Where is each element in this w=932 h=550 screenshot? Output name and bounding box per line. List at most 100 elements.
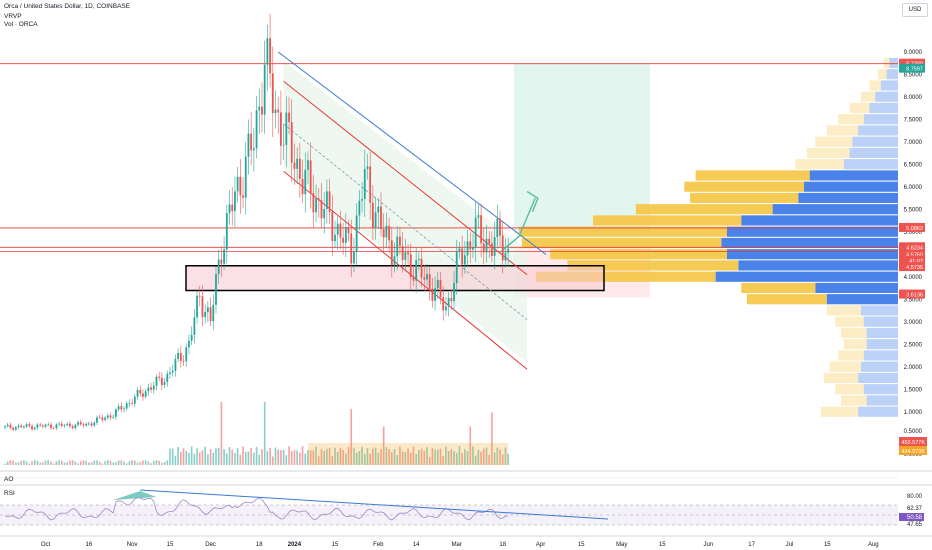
price-candle (450, 289, 453, 310)
volume-bar (372, 448, 374, 465)
price-candle (447, 292, 450, 317)
candle-body (96, 417, 98, 423)
price-candle (112, 414, 115, 419)
y-tick-label: 7.5000 (904, 118, 923, 124)
price-candle (453, 270, 455, 310)
volume-bar (55, 461, 58, 465)
x-tick-label: 14 (413, 542, 420, 548)
volume-bar (472, 446, 474, 465)
candle-body (363, 168, 366, 200)
candle-body (9, 424, 12, 428)
candle-body (133, 396, 136, 404)
price-tag (899, 249, 925, 259)
candle-body (388, 225, 391, 241)
volume-profile-bar-up (795, 159, 844, 170)
volume-profile-bar-up (521, 237, 722, 249)
volume-bar (328, 448, 331, 465)
volume-bar (299, 452, 301, 465)
volume-bar (266, 451, 269, 465)
volume-bar (255, 446, 258, 465)
price-tag-label: 4.5760 (906, 253, 923, 259)
price-tag-label: 4.5735 (906, 265, 923, 271)
volume-bar (234, 452, 236, 465)
price-candle (252, 128, 255, 172)
price-candle (223, 236, 226, 270)
vrvp-indicator-label[interactable]: VRVP (4, 13, 22, 20)
price-candle (412, 264, 415, 287)
price-candle (128, 399, 131, 408)
volume-profile-bar-up (536, 271, 716, 282)
candle-body (412, 277, 415, 281)
price-tag-label: 8.7597 (906, 67, 923, 73)
price-candle (255, 96, 258, 159)
price-candle (144, 388, 147, 399)
price-candle (217, 249, 220, 284)
candle-body (166, 373, 169, 382)
candle-body (71, 426, 74, 429)
candle-body (90, 423, 93, 426)
price-candle (206, 301, 209, 323)
candle-body (150, 387, 152, 390)
volume-bar (407, 448, 409, 465)
volume-profile-bar-up (746, 294, 827, 305)
price-tag (899, 255, 925, 265)
candle-body (47, 424, 50, 426)
candle-body (366, 166, 369, 169)
currency-badge[interactable]: USD (902, 3, 928, 17)
y-tick-label: 3.0000 (904, 320, 923, 326)
x-tick-label: 15 (659, 542, 666, 548)
price-candle (185, 343, 188, 367)
candle-body (155, 376, 158, 386)
volume-profile-bar-up (883, 57, 890, 69)
candle-body (280, 112, 282, 146)
volume-bar (350, 409, 353, 465)
price-candle (41, 423, 44, 429)
price-candle (115, 407, 117, 420)
candle-body (298, 158, 301, 179)
volume-indicator-label[interactable]: Vol · ORCA (4, 21, 38, 28)
price-candle (363, 149, 366, 218)
symbol-title[interactable]: Orca / United States Dollar, 1D, COINBAS… (4, 3, 131, 10)
volume-tag-label: 434.973K (901, 449, 925, 455)
volume-bar (79, 461, 82, 465)
price-candle (439, 271, 442, 305)
volume-profile-bar-down (849, 147, 898, 159)
price-candle (220, 245, 223, 277)
volume-bar (147, 461, 150, 465)
volume-bar (304, 453, 307, 465)
price-candle (423, 264, 426, 292)
volume-profile-bar-down (863, 114, 898, 125)
volume-profile-bar-up (815, 136, 853, 147)
candle-body (377, 206, 380, 213)
rsi-band (0, 505, 898, 525)
volume-profile-bar-up (695, 170, 810, 181)
candle-body (477, 215, 480, 218)
price-candle (63, 423, 66, 428)
volume-bar (393, 448, 396, 465)
volume-profile-bar-down (715, 271, 898, 282)
volume-bar (69, 460, 71, 465)
price-tag-label: 3.6136 (906, 293, 923, 299)
price-candle (417, 252, 420, 271)
price-candle (87, 421, 90, 426)
price-candle (474, 201, 477, 262)
volume-profile-bar-down (815, 282, 898, 294)
price-candle (263, 40, 266, 134)
price-candle (69, 421, 71, 429)
price-candle (247, 119, 250, 175)
candle-body (374, 212, 377, 228)
price-candle (74, 423, 77, 430)
price-candle (445, 296, 447, 316)
y-tick-label: 1.5000 (904, 388, 923, 394)
price-candle (66, 422, 69, 427)
candle-body (261, 106, 263, 115)
price-tag (899, 289, 925, 299)
y-tick-label: 4.0000 (904, 275, 923, 281)
candle-body (152, 385, 155, 390)
price-candle (231, 186, 234, 226)
volume-bar (388, 449, 390, 465)
candle-body (190, 334, 193, 341)
volume-profile-bar-down (889, 57, 898, 69)
candle-body (466, 241, 469, 256)
